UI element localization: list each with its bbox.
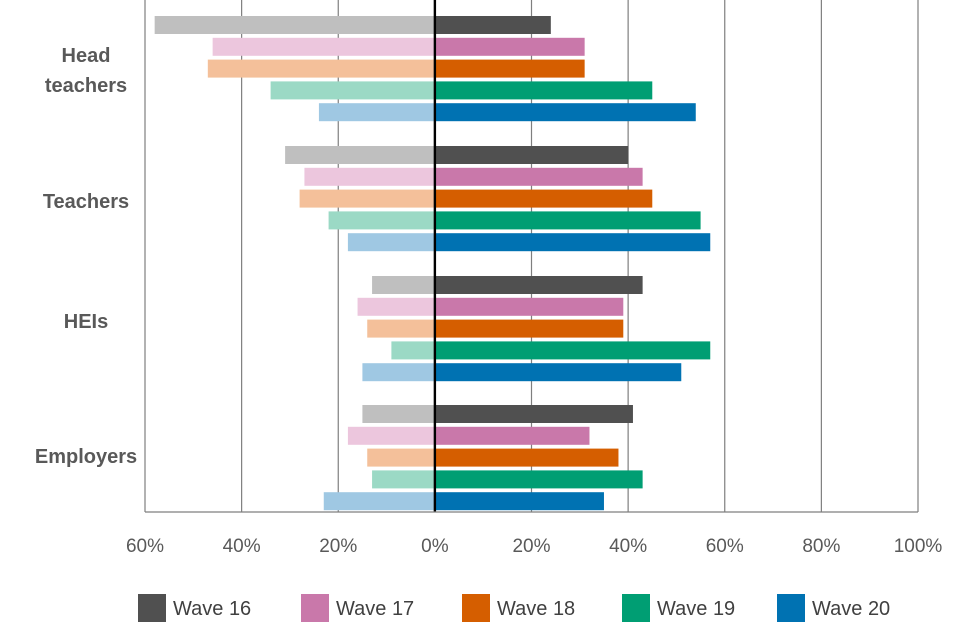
bar-heis-wave-17-negative: [357, 297, 435, 316]
bar-employers-wave-17-negative: [347, 426, 435, 445]
category-label-heis: HEIs: [64, 311, 108, 333]
bar-heis-wave-16-positive: [434, 276, 643, 294]
legend-label-wave-16: Wave 16: [173, 598, 251, 620]
bar-employers-wave-18-positive: [434, 448, 619, 467]
x-tick-label: 20%: [319, 536, 357, 557]
x-tick-label: 60%: [126, 536, 164, 557]
bar-teachers-wave-18-negative: [299, 189, 435, 208]
axes: [145, 0, 918, 513]
bar-heis-wave-20-positive: [434, 363, 682, 382]
bar-employers-wave-17-positive: [434, 426, 590, 445]
bar-head-teachers-wave-16-positive: [434, 16, 551, 34]
legend-label-wave-18: Wave 18: [497, 598, 575, 620]
legend-swatch-wave-20: [777, 594, 805, 622]
category-label-employers: Employers: [35, 446, 137, 468]
bar-head-teachers-wave-16-negative: [154, 16, 435, 34]
bar-head-teachers-wave-19-negative: [270, 81, 435, 100]
legend-swatch-wave-19: [622, 594, 650, 622]
category-label-head-teachers: teachers: [45, 75, 127, 97]
bar-teachers-wave-19-negative: [328, 211, 435, 230]
bar-employers-wave-19-negative: [372, 470, 435, 489]
bar-head-teachers-wave-17-positive: [434, 37, 585, 56]
legend-label-wave-20: Wave 20: [812, 598, 890, 620]
bar-employers-wave-18-negative: [367, 448, 435, 467]
bar-teachers-wave-17-positive: [434, 167, 643, 186]
bar-employers-wave-16-negative: [362, 405, 435, 423]
bars: [154, 16, 711, 511]
bar-heis-wave-16-negative: [372, 276, 435, 294]
bar-heis-wave-20-negative: [362, 363, 435, 382]
x-tick-label: 20%: [512, 536, 550, 557]
bar-heis-wave-18-negative: [367, 319, 435, 338]
legend-swatch-wave-17: [301, 594, 329, 622]
category-label-teachers: Teachers: [43, 191, 129, 213]
bar-teachers-wave-20-positive: [434, 233, 711, 252]
bar-teachers-wave-20-negative: [347, 233, 435, 252]
x-tick-label: 40%: [223, 536, 261, 557]
category-label-head-teachers: Head: [62, 45, 111, 67]
bar-heis-wave-17-positive: [434, 297, 624, 316]
bar-teachers-wave-16-negative: [285, 146, 435, 164]
bar-head-teachers-wave-20-positive: [434, 103, 696, 122]
legend-label-wave-17: Wave 17: [336, 598, 414, 620]
bar-teachers-wave-19-positive: [434, 211, 701, 230]
x-tick-label: 80%: [802, 536, 840, 557]
legend-swatch-wave-18: [462, 594, 490, 622]
x-tick-label: 40%: [609, 536, 647, 557]
bar-head-teachers-wave-17-negative: [212, 37, 435, 56]
bar-head-teachers-wave-20-negative: [318, 103, 435, 122]
bar-heis-wave-19-negative: [391, 341, 435, 360]
bar-head-teachers-wave-19-positive: [434, 81, 653, 100]
bar-head-teachers-wave-18-positive: [434, 59, 585, 78]
legend-swatch-wave-16: [138, 594, 166, 622]
bar-employers-wave-20-negative: [323, 492, 435, 511]
bar-teachers-wave-16-positive: [434, 146, 629, 164]
legend-label-wave-19: Wave 19: [657, 598, 735, 620]
x-tick-label: 60%: [706, 536, 744, 557]
x-tick-labels: 60% 40% 20% 0% 20% 40% 60% 80% 100%: [126, 536, 942, 557]
bar-head-teachers-wave-18-negative: [207, 59, 435, 78]
bar-employers-wave-19-positive: [434, 470, 643, 489]
category-labels: Head teachers Teachers HEIs Employers: [35, 45, 137, 468]
bar-teachers-wave-18-positive: [434, 189, 653, 208]
bar-heis-wave-19-positive: [434, 341, 711, 360]
x-tick-label: 100%: [894, 536, 943, 557]
bar-teachers-wave-17-negative: [304, 167, 435, 186]
bar-employers-wave-16-positive: [434, 405, 633, 423]
x-tick-label: 0%: [421, 536, 449, 557]
legend: Wave 16 Wave 17 Wave 18 Wave 19 Wave 20: [138, 594, 890, 622]
bar-employers-wave-20-positive: [434, 492, 604, 511]
bar-heis-wave-18-positive: [434, 319, 624, 338]
